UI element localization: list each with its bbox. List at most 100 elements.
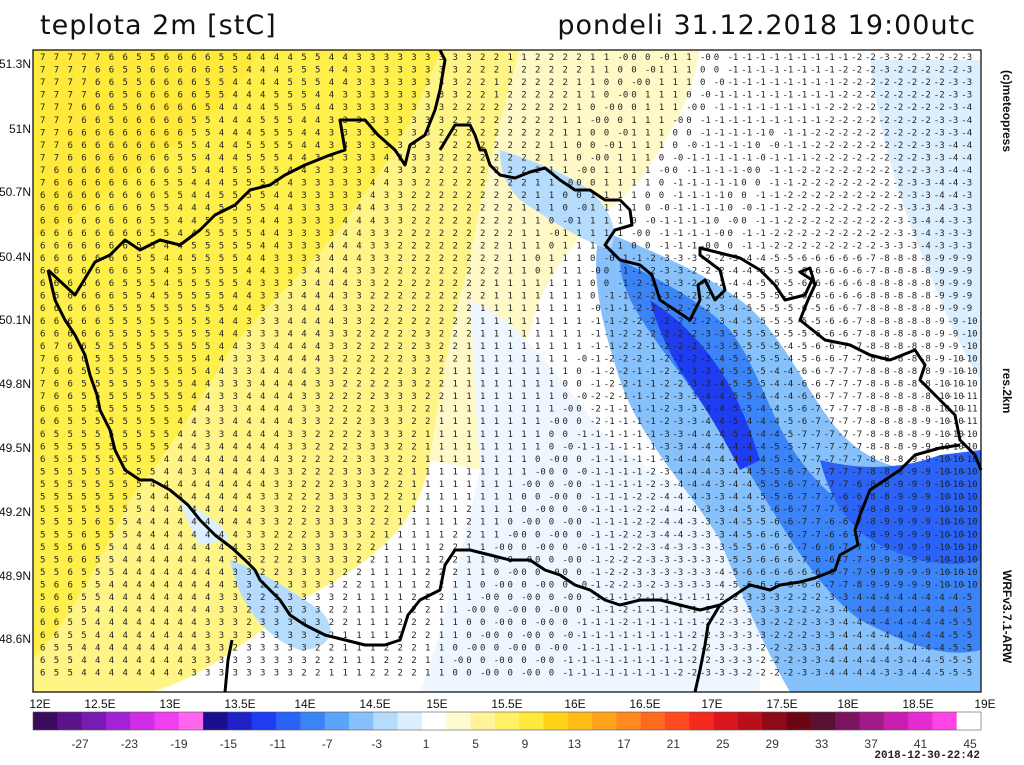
svg-text:4: 4 (136, 593, 141, 603)
svg-text:2: 2 (329, 643, 334, 653)
svg-text:4: 4 (246, 468, 251, 478)
svg-text:3: 3 (274, 317, 279, 327)
svg-text:4: 4 (233, 304, 238, 314)
svg-text:5: 5 (68, 618, 73, 628)
svg-text:3: 3 (301, 593, 306, 603)
svg-text:0: 0 (741, 216, 746, 226)
color-scale-label: -27 (71, 737, 89, 751)
svg-text:-1: -1 (645, 342, 656, 352)
svg-text:5: 5 (164, 342, 169, 352)
svg-text:2: 2 (329, 405, 334, 415)
svg-text:1: 1 (590, 191, 595, 201)
svg-text:3: 3 (288, 480, 293, 490)
svg-text:6: 6 (109, 279, 114, 289)
svg-text:-0: -0 (686, 141, 697, 151)
svg-text:-4: -4 (659, 505, 670, 515)
svg-text:7: 7 (40, 78, 45, 88)
svg-text:5: 5 (219, 53, 224, 63)
svg-text:5: 5 (95, 342, 100, 352)
svg-text:7: 7 (40, 367, 45, 377)
svg-text:1: 1 (521, 468, 526, 478)
svg-text:-4: -4 (865, 668, 876, 678)
svg-text:-0: -0 (576, 581, 587, 591)
svg-text:1: 1 (631, 204, 636, 214)
svg-text:0: 0 (728, 204, 733, 214)
svg-text:4: 4 (274, 417, 279, 427)
svg-text:-4: -4 (893, 593, 904, 603)
svg-text:-2: -2 (673, 329, 684, 339)
svg-text:5: 5 (40, 518, 45, 528)
svg-text:5: 5 (123, 342, 128, 352)
svg-text:-0: -0 (769, 141, 780, 151)
svg-text:-8: -8 (879, 468, 890, 478)
svg-text:-9: -9 (934, 367, 945, 377)
svg-text:-9: -9 (906, 480, 917, 490)
svg-text:3: 3 (453, 66, 458, 76)
svg-text:1: 1 (563, 279, 568, 289)
svg-text:-6: -6 (755, 543, 766, 553)
svg-text:-3: -3 (810, 656, 821, 666)
svg-text:6: 6 (40, 455, 45, 465)
svg-text:5: 5 (136, 493, 141, 503)
svg-text:1: 1 (453, 430, 458, 440)
svg-text:-7: -7 (810, 430, 821, 440)
svg-text:-2: -2 (783, 631, 794, 641)
svg-text:-5: -5 (948, 668, 959, 678)
svg-text:2: 2 (480, 279, 485, 289)
svg-text:-4: -4 (741, 417, 752, 427)
svg-text:2: 2 (480, 179, 485, 189)
svg-text:2: 2 (398, 229, 403, 239)
svg-text:-0: -0 (563, 555, 574, 565)
svg-text:0: 0 (563, 455, 568, 465)
svg-text:4: 4 (205, 354, 210, 364)
svg-text:-1: -1 (686, 593, 697, 603)
svg-text:6: 6 (40, 417, 45, 427)
svg-text:5: 5 (95, 568, 100, 578)
svg-text:1: 1 (466, 354, 471, 364)
svg-text:-1: -1 (755, 78, 766, 88)
svg-text:-1: -1 (728, 66, 739, 76)
svg-text:-7: -7 (851, 329, 862, 339)
svg-text:1: 1 (673, 66, 678, 76)
svg-text:5: 5 (219, 241, 224, 251)
svg-text:2: 2 (398, 493, 403, 503)
svg-text:3: 3 (343, 304, 348, 314)
svg-text:-0: -0 (549, 643, 560, 653)
svg-text:-2: -2 (659, 367, 670, 377)
svg-text:3: 3 (260, 329, 265, 339)
svg-text:5: 5 (191, 166, 196, 176)
svg-text:-2: -2 (810, 179, 821, 189)
svg-text:5: 5 (191, 154, 196, 164)
svg-text:5: 5 (301, 66, 306, 76)
svg-text:6: 6 (95, 78, 100, 88)
svg-text:-0: -0 (590, 304, 601, 314)
svg-text:-2: -2 (796, 229, 807, 239)
svg-text:-6: -6 (796, 279, 807, 289)
svg-text:5: 5 (109, 342, 114, 352)
svg-text:-5: -5 (755, 380, 766, 390)
svg-text:-6: -6 (810, 342, 821, 352)
svg-text:-4: -4 (700, 392, 711, 402)
svg-text:4: 4 (233, 128, 238, 138)
svg-text:6: 6 (136, 141, 141, 151)
svg-text:-9: -9 (893, 543, 904, 553)
svg-text:1: 1 (494, 380, 499, 390)
svg-text:-2: -2 (659, 405, 670, 415)
svg-text:1: 1 (343, 668, 348, 678)
svg-text:4: 4 (95, 643, 100, 653)
svg-text:1: 1 (480, 342, 485, 352)
svg-text:-4: -4 (755, 417, 766, 427)
svg-text:-2: -2 (920, 78, 931, 88)
svg-text:4: 4 (384, 166, 389, 176)
svg-text:-9: -9 (906, 543, 917, 553)
svg-text:1: 1 (549, 254, 554, 264)
svg-text:-0: -0 (590, 267, 601, 277)
svg-text:5: 5 (288, 141, 293, 151)
svg-text:-1: -1 (769, 103, 780, 113)
svg-text:5: 5 (260, 154, 265, 164)
svg-text:-0: -0 (535, 543, 546, 553)
svg-text:2: 2 (453, 304, 458, 314)
svg-text:-9: -9 (961, 267, 972, 277)
svg-text:-6: -6 (769, 581, 780, 591)
svg-text:-5: -5 (783, 329, 794, 339)
